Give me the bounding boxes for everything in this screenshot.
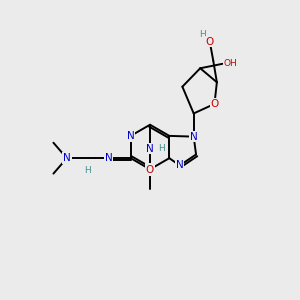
Text: O: O: [146, 165, 154, 175]
Text: O: O: [206, 37, 214, 46]
Text: N: N: [63, 153, 71, 163]
Text: N: N: [146, 164, 154, 174]
Text: O: O: [210, 99, 219, 109]
Text: H: H: [199, 31, 206, 40]
Text: N: N: [190, 132, 198, 142]
Text: N: N: [127, 131, 135, 141]
Text: N: N: [104, 153, 112, 163]
Text: OH: OH: [224, 59, 238, 68]
Text: N: N: [146, 143, 154, 154]
Text: H: H: [158, 144, 165, 153]
Text: H: H: [84, 166, 91, 175]
Text: N: N: [176, 160, 184, 170]
